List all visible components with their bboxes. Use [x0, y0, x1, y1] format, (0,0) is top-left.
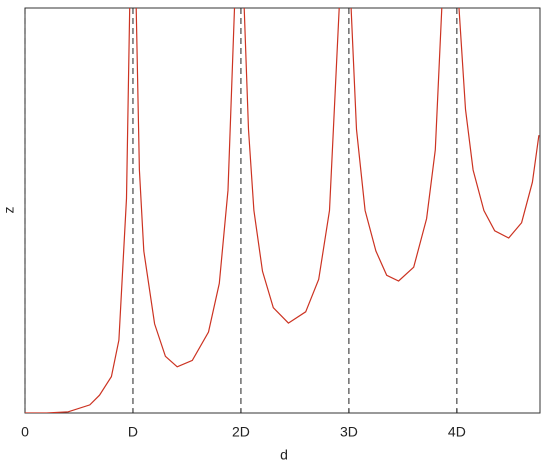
x-tick-label: 2D [232, 424, 250, 440]
x-tick-label: 4D [448, 424, 466, 440]
x-tick-label: 0 [21, 424, 29, 440]
x-tick-label: 3D [340, 424, 358, 440]
x-tick-label: D [128, 424, 138, 440]
curve [25, 8, 540, 413]
x-axis-label: d [280, 447, 288, 463]
y-axis-label: z [1, 207, 17, 214]
